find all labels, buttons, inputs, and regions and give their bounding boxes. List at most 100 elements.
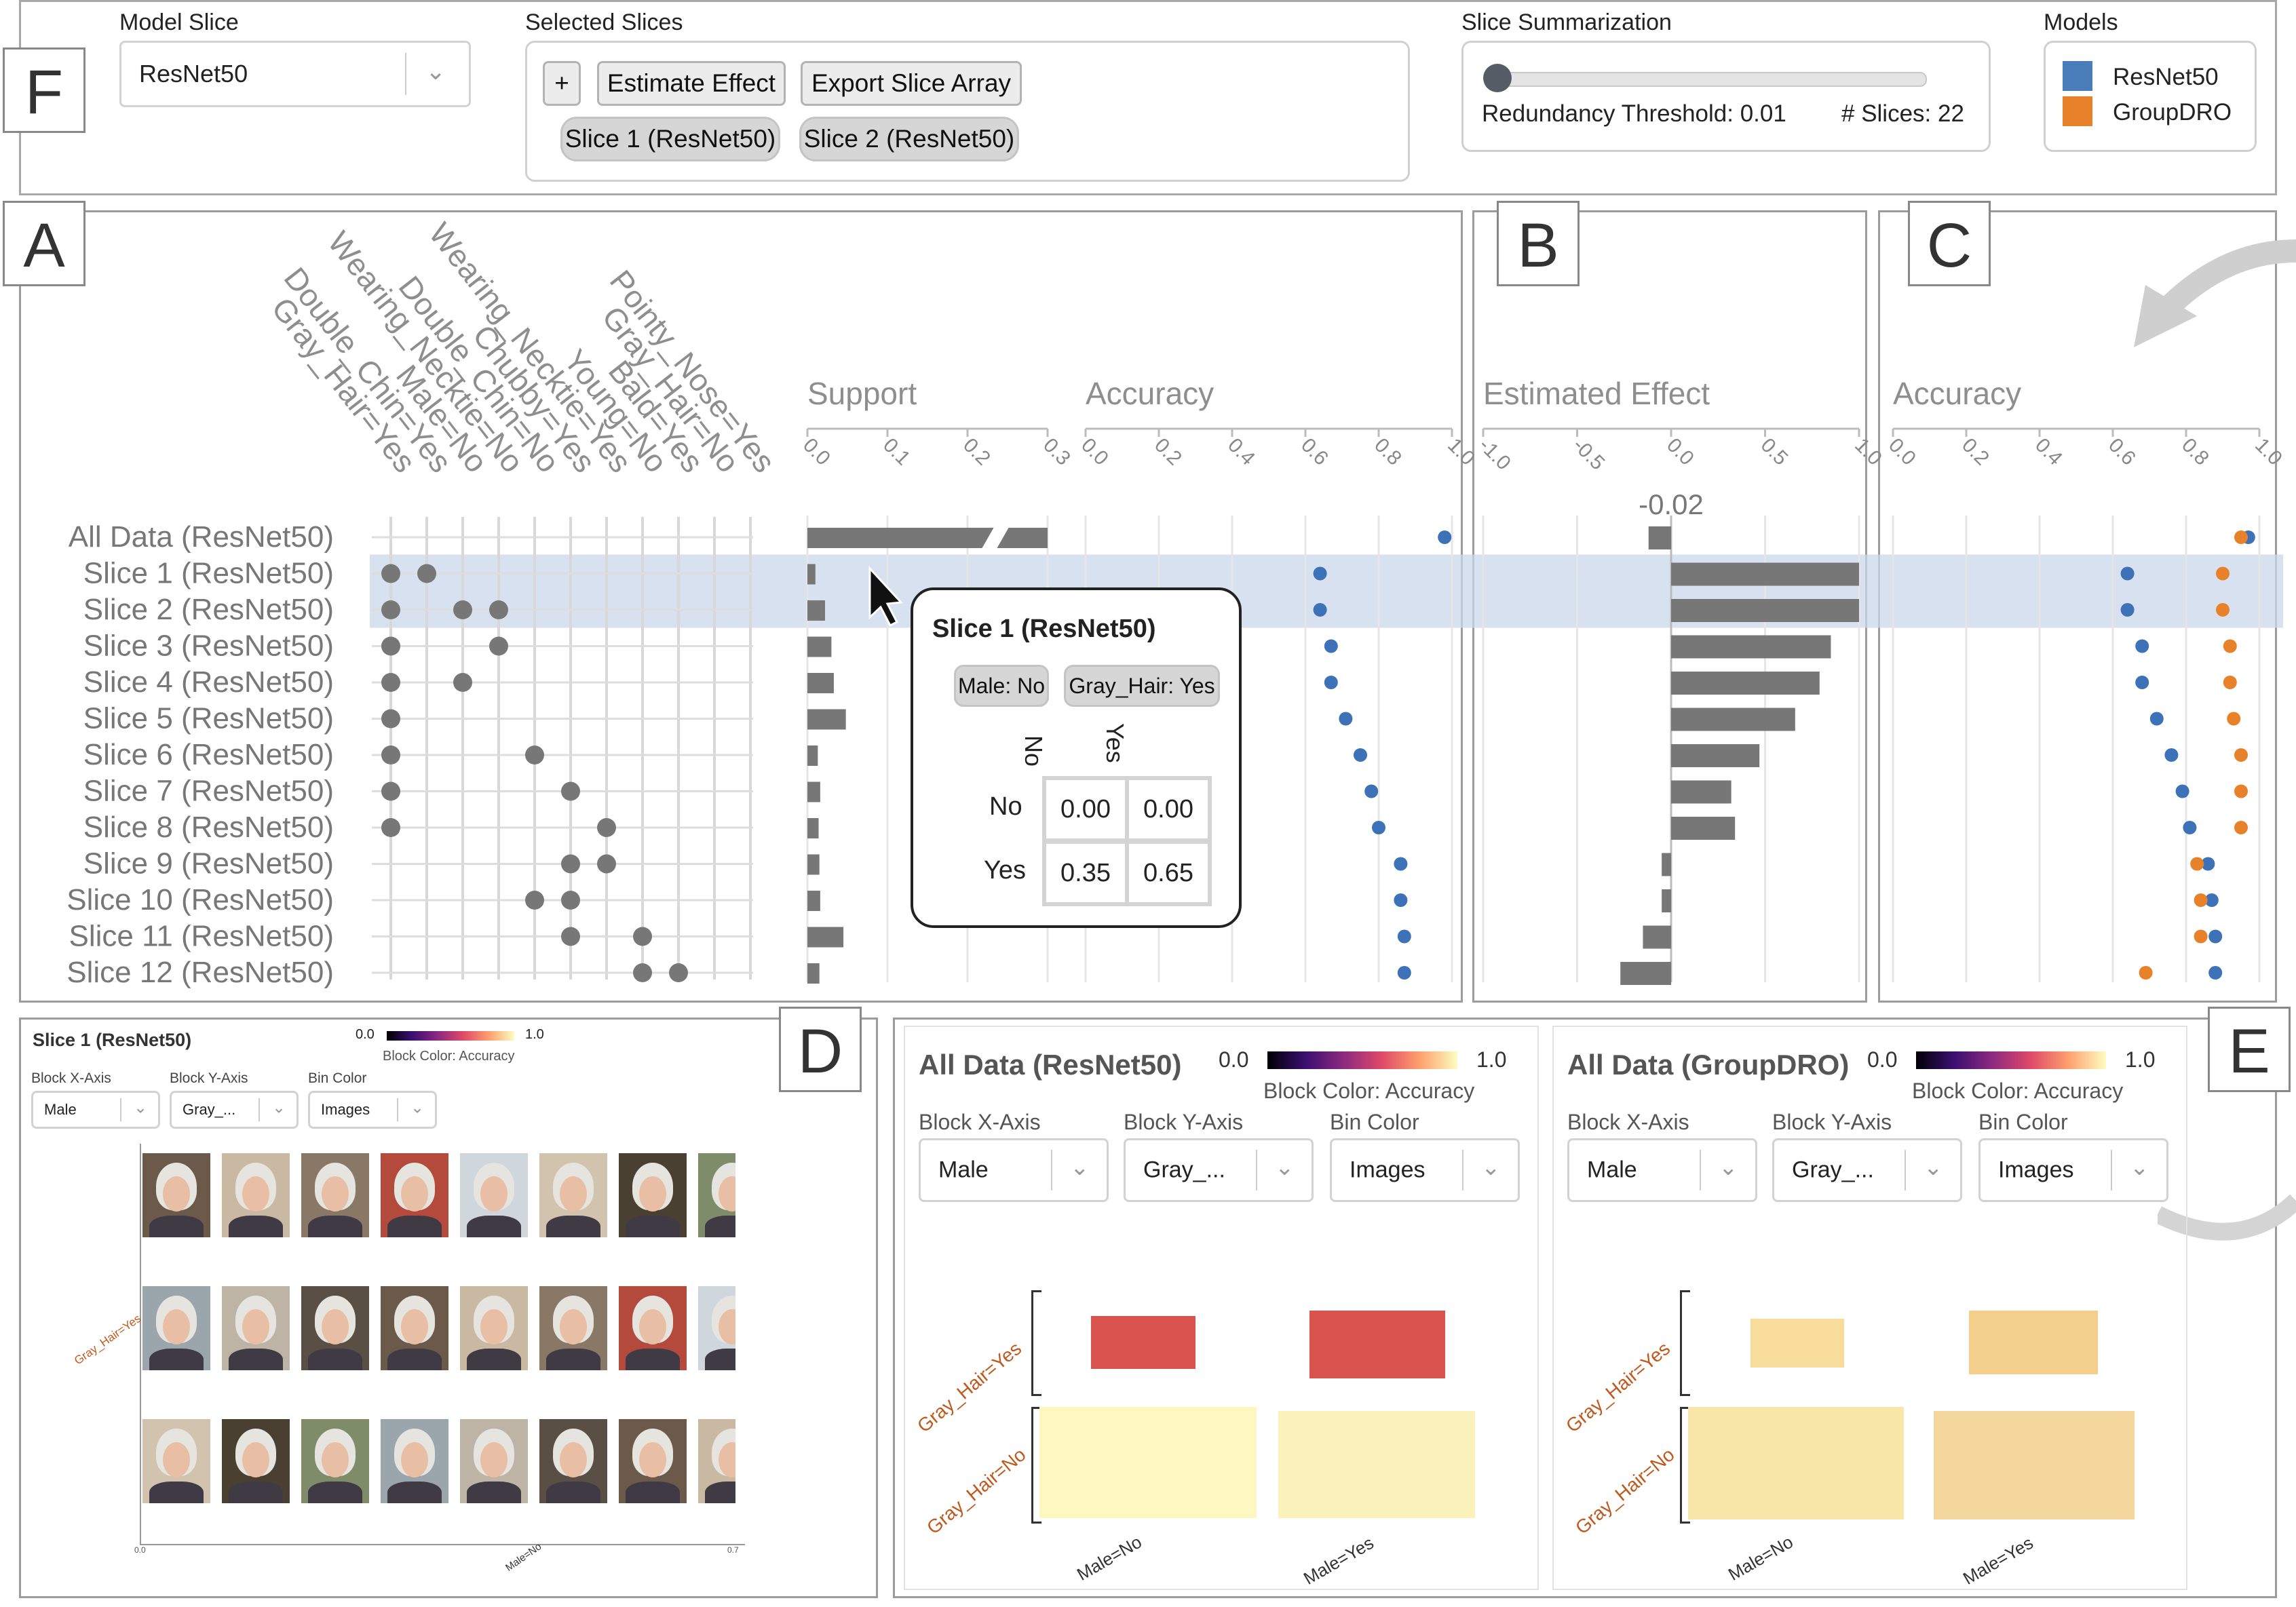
face-thumbnail[interactable]: [698, 1419, 735, 1503]
chevron-down-icon: ⌄: [1481, 1155, 1501, 1180]
face-thumbnail[interactable]: [698, 1286, 735, 1370]
panel-d-bin-color-select[interactable]: Images ⌄: [308, 1091, 437, 1129]
chevron-down-icon: ⌄: [1070, 1155, 1090, 1180]
effect-bar: [1671, 744, 1760, 767]
accuracy-point: [1438, 530, 1452, 544]
tooltip-row-label-yes: Yes: [984, 856, 1026, 885]
chevron-down-icon: ⌄: [272, 1098, 286, 1117]
model-slice-select[interactable]: ResNet50 ⌄: [119, 41, 471, 107]
tick-label: 1.0: [1850, 434, 1886, 470]
face-shape: [242, 1442, 269, 1477]
face-thumbnail[interactable]: [301, 1286, 369, 1370]
face-thumbnail[interactable]: [222, 1286, 290, 1370]
face-thumbnail[interactable]: [381, 1286, 448, 1370]
block-y-axis-select[interactable]: Gray_... ⌄: [1772, 1138, 1962, 1202]
shoulders-shape: [229, 1482, 283, 1503]
block-x-axis-select[interactable]: Male ⌄: [919, 1138, 1109, 1202]
tick-label: 0.4: [1223, 434, 1259, 470]
block-y-axis-label: Block Y-Axis: [1772, 1110, 1892, 1134]
panel-d-x-tick-max: 0.7: [727, 1545, 739, 1555]
face-thumbnail[interactable]: [381, 1153, 448, 1237]
panel-d-x-axis-select[interactable]: Male ⌄: [31, 1091, 160, 1129]
select-value: Images: [321, 1101, 370, 1118]
face-thumbnail[interactable]: [539, 1153, 607, 1237]
face-thumbnail[interactable]: [619, 1153, 687, 1237]
face-thumbnail[interactable]: [142, 1153, 210, 1237]
panel-d-y-axis-select[interactable]: Gray_... ⌄: [170, 1091, 299, 1129]
shoulders-shape: [387, 1482, 442, 1503]
selected-slice-chip-1[interactable]: Slice 1 (ResNet50): [560, 117, 780, 161]
resnet50-accuracy-point: [2183, 821, 2197, 834]
panel-letter-c: C: [1908, 201, 1991, 286]
panel-letter-f: F: [3, 47, 85, 133]
bin-color-select[interactable]: Images ⌄: [1978, 1138, 2168, 1202]
face-thumbnail[interactable]: [142, 1286, 210, 1370]
shoulders-shape: [229, 1349, 283, 1370]
face-thumbnail[interactable]: [539, 1419, 607, 1503]
selected-slice-chip-2[interactable]: Slice 2 (ResNet50): [799, 117, 1019, 161]
groupdro-accuracy-point: [2234, 530, 2248, 544]
effect-bar: [1643, 925, 1671, 949]
panel-d-legend-max: 1.0: [525, 1027, 544, 1042]
face-thumbnail[interactable]: [222, 1419, 290, 1503]
card-title: All Data (GroupDRO): [1567, 1049, 1850, 1081]
face-shape: [401, 1176, 428, 1212]
chevron-down-icon: ⌄: [2130, 1155, 2149, 1180]
block-x-axis-select[interactable]: Male ⌄: [1567, 1138, 1757, 1202]
face-thumbnail[interactable]: [698, 1153, 735, 1237]
summarization-box: [1461, 41, 1991, 152]
effect-bar: [1671, 562, 1859, 586]
row-label: Slice 3 (ResNet50): [83, 630, 334, 663]
row-label: Slice 5 (ResNet50): [83, 702, 334, 735]
effect-all-data-label: -0.02: [1639, 488, 1704, 520]
select-value: Male: [1587, 1157, 1637, 1183]
feature-dot: [453, 673, 472, 692]
groupdro-accuracy-point: [2234, 748, 2248, 762]
tick-label: 0.0: [1077, 434, 1113, 470]
row-label: All Data (ResNet50): [69, 520, 334, 554]
block-y-axis-select[interactable]: Gray_... ⌄: [1124, 1138, 1314, 1202]
accuracy-point: [1324, 676, 1338, 689]
row-label: Slice 10 (ResNet50): [66, 883, 334, 916]
groupdro-accuracy-point: [2194, 893, 2208, 907]
tick-label: 1.0: [2251, 434, 2287, 470]
bin-color-select[interactable]: Images ⌄: [1330, 1138, 1520, 1202]
face-thumbnail[interactable]: [301, 1419, 369, 1503]
face-thumbnail[interactable]: [539, 1286, 607, 1370]
feature-dot: [381, 818, 400, 837]
resnet50-accuracy-point: [2120, 603, 2135, 617]
face-thumbnail[interactable]: [460, 1153, 528, 1237]
face-shape: [242, 1176, 269, 1212]
face-thumbnail[interactable]: [460, 1286, 528, 1370]
threshold-slider-handle[interactable]: [1483, 64, 1512, 92]
feature-dot: [633, 963, 652, 982]
tick-label: 0.5: [1757, 434, 1793, 470]
face-thumbnail[interactable]: [222, 1153, 290, 1237]
face-thumbnail[interactable]: [301, 1153, 369, 1237]
accuracy-title: Accuracy: [1086, 376, 1214, 411]
all-data-groupdro-card: All Data (GroupDRO) 0.0 1.0 Block Color:…: [1552, 1026, 2187, 1590]
accuracy-point: [1372, 821, 1385, 834]
select-value: Images: [1350, 1157, 1426, 1183]
y-label-bottom: Gray_Hair=No: [923, 1444, 1030, 1538]
feature-dot: [381, 600, 400, 619]
x-label-right: Male=Yes: [1959, 1532, 2037, 1589]
estimate-effect-button[interactable]: Estimate Effect: [597, 61, 786, 106]
face-thumbnail[interactable]: [619, 1286, 687, 1370]
select-value: Gray_...: [183, 1101, 236, 1118]
face-shape: [480, 1176, 508, 1212]
panel-d-title: Slice 1 (ResNet50): [33, 1030, 192, 1050]
panel-d-x-label: Block X-Axis: [31, 1070, 111, 1086]
shoulders-shape: [149, 1482, 204, 1503]
feature-dot: [381, 781, 400, 801]
face-thumbnail[interactable]: [381, 1419, 448, 1503]
face-thumbnail[interactable]: [460, 1419, 528, 1503]
export-slice-array-button[interactable]: Export Slice Array: [801, 61, 1022, 106]
face-thumbnail[interactable]: [142, 1419, 210, 1503]
face-thumbnail[interactable]: [619, 1419, 687, 1503]
groupdro-legend-label: GroupDRO: [2113, 99, 2232, 125]
redundancy-threshold-text: Redundancy Threshold: 0.01: [1482, 100, 1786, 127]
support-bar: [807, 564, 816, 585]
effect-bar: [1671, 780, 1731, 804]
add-slice-button[interactable]: +: [543, 61, 581, 106]
